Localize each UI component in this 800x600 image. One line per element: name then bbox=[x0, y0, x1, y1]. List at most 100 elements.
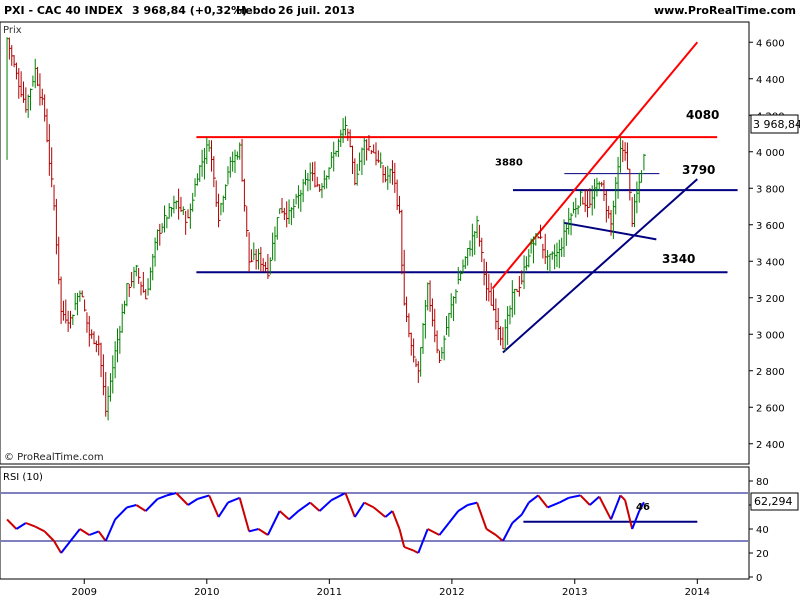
rsi-segment bbox=[619, 494, 626, 501]
rsi-segment bbox=[166, 492, 177, 497]
price-tick-label: 4 600 bbox=[756, 38, 785, 49]
rsi-segment bbox=[126, 504, 137, 509]
rsi-segment bbox=[309, 501, 321, 512]
rsi-segment bbox=[69, 528, 81, 542]
rsi-segment bbox=[278, 510, 290, 521]
rsi-segment bbox=[568, 494, 581, 499]
rsi-segment bbox=[25, 522, 36, 528]
price-tick-label: 3 600 bbox=[756, 221, 785, 232]
rsi-segment bbox=[448, 510, 460, 524]
rsi-segment bbox=[297, 501, 311, 512]
rsi-segment bbox=[6, 518, 18, 530]
rsi-series bbox=[6, 492, 645, 554]
date-readout: 26 juil. 2013 bbox=[278, 4, 355, 17]
rsi-segment bbox=[208, 495, 220, 518]
rsi-segment bbox=[104, 519, 117, 542]
x-tick-label: 2013 bbox=[562, 587, 587, 598]
rsi-segment bbox=[438, 522, 450, 536]
symbol-title: PXI - CAC 40 INDEX bbox=[4, 4, 123, 17]
price-readout: 3 968,84 (+0,32%) bbox=[132, 4, 248, 17]
rsi-last-box bbox=[750, 492, 799, 511]
price-level-labels: 4080 3790 3340 3880 bbox=[495, 108, 719, 266]
rsi-segment bbox=[495, 534, 504, 542]
x-tick-label: 2014 bbox=[685, 587, 710, 598]
rsi-segment bbox=[502, 522, 514, 542]
rsi-segment bbox=[427, 528, 440, 536]
x-axis: 2009 2010 2011 2012 2013 2014 bbox=[72, 579, 710, 598]
rsi-panel-frame bbox=[0, 466, 750, 580]
rsi-segment bbox=[135, 504, 147, 512]
rsi-segment bbox=[384, 510, 394, 518]
price-tick-label: 2 600 bbox=[756, 403, 785, 414]
price-panel-frame bbox=[0, 21, 750, 465]
last-price-box bbox=[750, 114, 799, 134]
price-annotations bbox=[196, 41, 738, 354]
x-tick-label: 2009 bbox=[72, 587, 97, 598]
last-price-marker: 3 968,84 bbox=[750, 114, 800, 134]
price-tick-label: 2 400 bbox=[756, 440, 785, 451]
copyright-text: © ProRealTime.com bbox=[4, 452, 104, 463]
rsi-segment bbox=[631, 510, 641, 530]
rsi-tick-label: 0 bbox=[756, 573, 762, 584]
rsi-segment bbox=[476, 502, 488, 530]
price-tick-label: 3 400 bbox=[756, 257, 785, 268]
rsi-segment bbox=[257, 528, 269, 536]
trendline bbox=[491, 41, 699, 290]
rsi-last-label: 62,294 bbox=[754, 495, 793, 508]
period-label[interactable]: Hebdo bbox=[236, 4, 276, 17]
rsi-tick-label: 20 bbox=[756, 549, 769, 560]
rsi-segment bbox=[144, 498, 159, 512]
rsi-segment bbox=[547, 501, 560, 509]
price-tick-label: 3 800 bbox=[756, 184, 785, 195]
level-label-3880: 3880 bbox=[495, 158, 523, 169]
rsi-segment bbox=[610, 495, 622, 520]
level-label-3790: 3790 bbox=[682, 163, 715, 177]
price-tick-label: 2 800 bbox=[756, 367, 785, 378]
rsi-segment bbox=[579, 494, 591, 506]
rsi-segment bbox=[217, 502, 229, 518]
rsi-segment bbox=[79, 528, 90, 536]
rsi-segment bbox=[175, 492, 189, 506]
rsi-segment bbox=[288, 510, 300, 521]
rsi-tick-label: 40 bbox=[756, 525, 769, 536]
rsi-segment bbox=[373, 506, 387, 518]
rsi-segment bbox=[598, 496, 612, 520]
rsi-segment bbox=[238, 497, 251, 532]
rsi-segment bbox=[511, 513, 523, 524]
price-series bbox=[6, 37, 646, 421]
rsi-segment bbox=[638, 501, 645, 512]
price-tick-label: 3 000 bbox=[756, 330, 785, 341]
last-price-label: 3 968,84 bbox=[753, 118, 800, 131]
rsi-segment bbox=[330, 492, 346, 502]
trendline bbox=[564, 221, 657, 241]
rsi-segment bbox=[197, 494, 210, 500]
rsi-segment bbox=[157, 494, 168, 500]
rsi-segment bbox=[363, 501, 375, 509]
x-tick-label: 2010 bbox=[194, 587, 219, 598]
rsi-panel: RSI (10) 806040200 46 62,294 bbox=[0, 466, 799, 584]
rsi-level-label: 46 bbox=[636, 502, 650, 513]
rsi-tick-label: 80 bbox=[756, 477, 769, 488]
rsi-segment bbox=[15, 522, 27, 530]
rsi-segment bbox=[354, 502, 366, 518]
rsi-segment bbox=[43, 530, 55, 542]
rsi-segment bbox=[457, 504, 469, 512]
x-tick-label: 2011 bbox=[317, 587, 342, 598]
trendline bbox=[502, 178, 698, 354]
rsi-segment bbox=[318, 499, 333, 512]
brand-link[interactable]: www.ProRealTime.com bbox=[653, 4, 796, 17]
rsi-segment bbox=[528, 494, 539, 504]
level-label-3340: 3340 bbox=[662, 252, 695, 266]
rsi-segment bbox=[34, 525, 46, 533]
rsi-segment bbox=[97, 530, 107, 542]
rsi-segment bbox=[467, 501, 478, 506]
rsi-segment bbox=[589, 495, 600, 506]
price-tick-label: 3 200 bbox=[756, 294, 785, 305]
rsi-segment bbox=[417, 528, 429, 554]
rsi-segment bbox=[537, 494, 549, 509]
rsi-segment bbox=[227, 496, 241, 504]
